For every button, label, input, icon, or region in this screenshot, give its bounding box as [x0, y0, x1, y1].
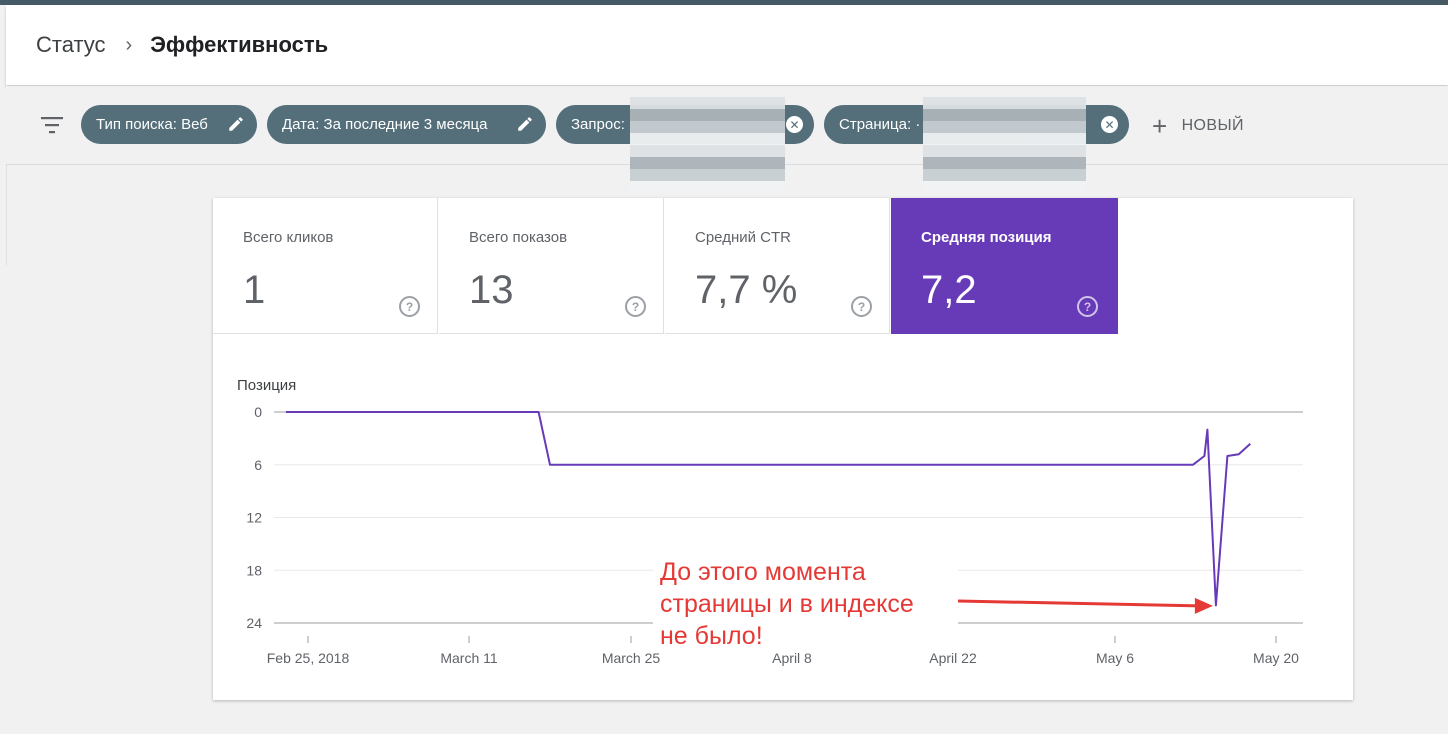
help-icon[interactable]: ? — [625, 296, 646, 317]
y-tick-label: 24 — [246, 615, 262, 631]
divider — [0, 165, 7, 265]
metric-impressions[interactable]: Всего показов 13 ? — [439, 198, 664, 334]
pencil-icon[interactable] — [516, 115, 534, 133]
top-accent-bar — [0, 0, 1448, 5]
metric-label: Всего показов — [469, 229, 568, 246]
metric-label: Средний CTR — [695, 229, 791, 246]
annotation-arrow-line — [957, 599, 1199, 608]
y-tick-label: 18 — [246, 562, 262, 578]
metric-value: 13 — [469, 268, 514, 312]
filter-chip-query[interactable]: Запрос: ✕ — [556, 97, 814, 192]
chip-label: Тип поиска: Веб — [96, 116, 208, 133]
series-line — [286, 411, 1251, 607]
y-tick-label: 6 — [254, 457, 262, 473]
chevron-right-icon: › — [125, 33, 133, 56]
add-filter-button[interactable]: + НОВЫЙ — [1152, 113, 1244, 139]
x-tick-label: March 25 — [602, 650, 661, 666]
x-tick-label: April 8 — [772, 650, 812, 666]
metric-value: 7,2 — [921, 268, 977, 312]
filter-icon[interactable] — [40, 115, 64, 135]
filter-chip-date[interactable]: Дата: За последние 3 месяца — [267, 105, 546, 144]
annotation-arrow-head — [1194, 597, 1213, 614]
redacted-page-value — [923, 97, 1086, 192]
annotation-background — [653, 554, 958, 652]
help-icon[interactable]: ? — [1077, 296, 1098, 317]
metric-value: 1 — [243, 268, 266, 312]
x-tick-label: May 20 — [1253, 650, 1299, 666]
x-tick-label: April 22 — [929, 650, 977, 666]
filter-chip-search-type[interactable]: Тип поиска: Веб — [81, 105, 257, 144]
y-tick-label: 12 — [246, 510, 262, 526]
close-icon[interactable]: ✕ — [1101, 116, 1118, 133]
help-icon[interactable]: ? — [399, 296, 420, 317]
metric-clicks[interactable]: Всего кликов 1 ? — [213, 198, 438, 334]
redacted-query-value — [630, 97, 785, 192]
annotation-text: страницы и в индексе — [660, 590, 914, 618]
x-tick-label: March 11 — [440, 650, 498, 666]
close-icon[interactable]: ✕ — [786, 116, 803, 133]
help-icon[interactable]: ? — [851, 296, 872, 317]
metric-ctr[interactable]: Средний CTR 7,7 % ? — [665, 198, 890, 334]
metric-value: 7,7 % — [695, 268, 798, 312]
metric-average-position[interactable]: Средняя позиция 7,2 ? — [891, 198, 1118, 334]
chip-label: Дата: За последние 3 месяца — [282, 116, 488, 133]
annotation-text: До этого момента — [660, 558, 866, 586]
filter-bar: Тип поиска: Веб Дата: За последние 3 мес… — [6, 86, 1448, 192]
breadcrumb-status[interactable]: Статус — [36, 32, 106, 57]
y-tick-label: 0 — [254, 404, 262, 420]
position-chart: Позиция 0 6 12 18 24 Feb 25, 2018 March 11 March… — [237, 377, 1303, 666]
pencil-icon[interactable] — [227, 115, 245, 133]
metric-label: Всего кликов — [243, 229, 334, 246]
y-axis-title: Позиция — [237, 377, 296, 394]
performance-card: Всего кликов 1 ? Всего показов 13 ? Сред… — [213, 198, 1353, 700]
filter-chip-page[interactable]: Страница: · ✕ — [824, 97, 1129, 192]
chip-label: Страница: · — [839, 116, 921, 133]
page-header: Статус › Эффективность — [6, 5, 1448, 85]
chip-label: Запрос: — [571, 116, 625, 133]
add-filter-label: НОВЫЙ — [1181, 117, 1244, 134]
x-tick-label: May 6 — [1096, 650, 1134, 666]
x-tick-label: Feb 25, 2018 — [267, 650, 350, 666]
metric-label: Средняя позиция — [921, 229, 1052, 246]
plus-icon: + — [1152, 111, 1168, 141]
page-title: Эффективность — [150, 32, 329, 57]
annotation-text: не было! — [660, 622, 763, 650]
